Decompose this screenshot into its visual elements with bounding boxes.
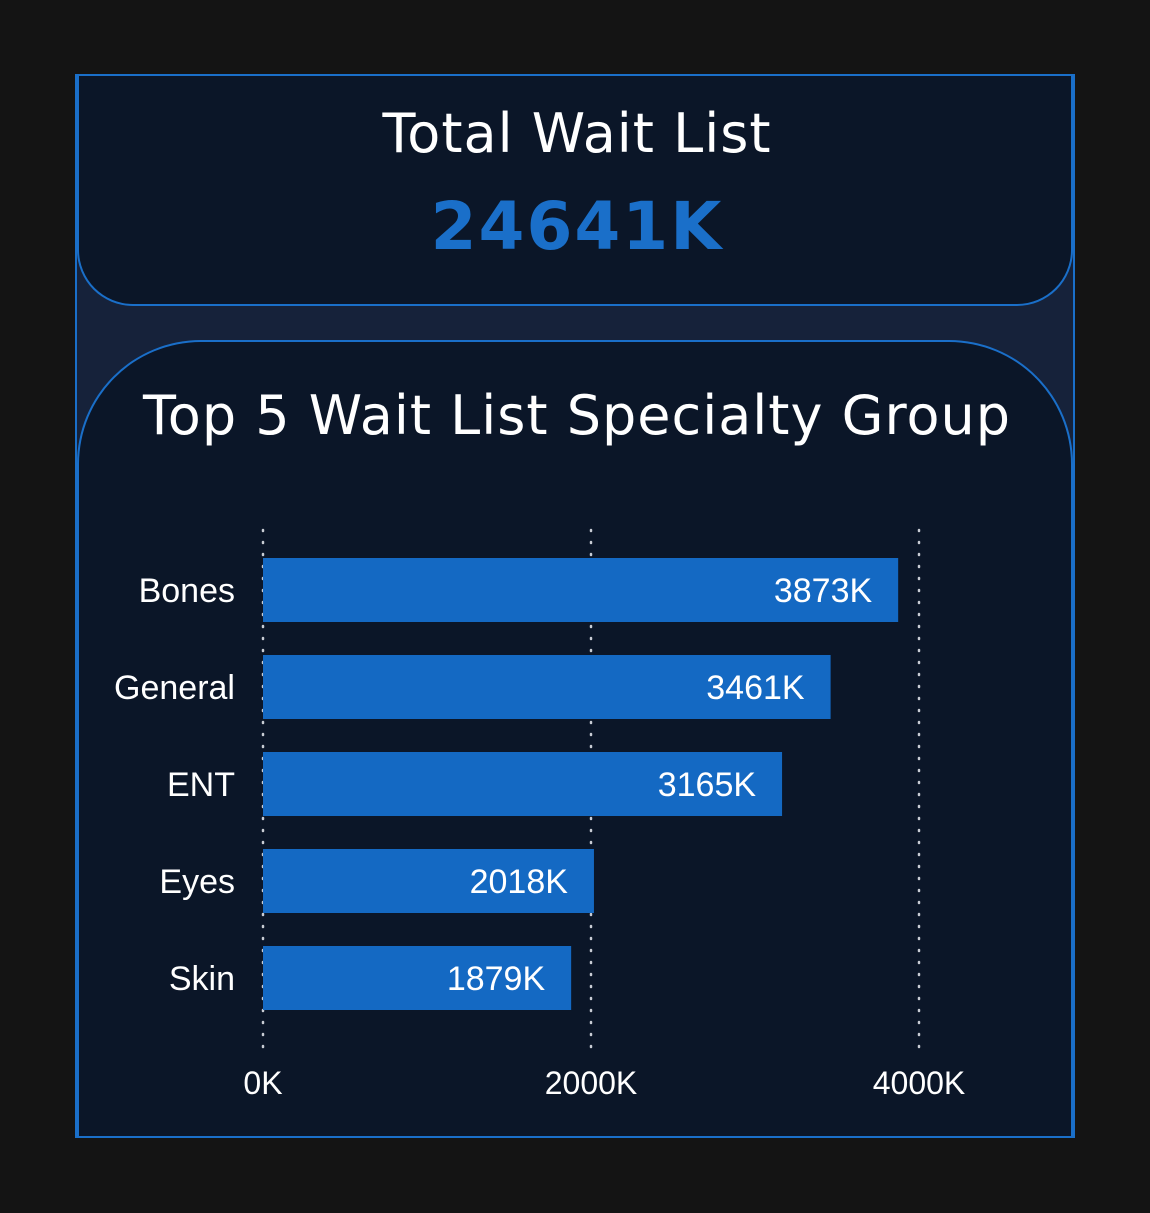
category-label: Skin xyxy=(169,960,235,998)
category-label: Bones xyxy=(139,572,235,610)
value-label: 3873K xyxy=(774,572,873,610)
category-label: Eyes xyxy=(159,863,235,901)
kpi-title: Total Wait List xyxy=(382,102,772,165)
labels: 0K 2000K 4000K Bones 3873K General 3461K ENT 316… xyxy=(114,572,965,1101)
x-tick-label: 4000K xyxy=(873,1065,966,1101)
chart-title: Top 5 Wait List Specialty Group xyxy=(143,384,1011,447)
value-label: 3165K xyxy=(658,766,757,804)
specialty-chart-card: Top 5 Wait List Specialty Group 0K 2000K 4… xyxy=(77,340,1073,1136)
x-tick-label: 2000K xyxy=(545,1065,638,1101)
value-label: 3461K xyxy=(706,669,805,707)
value-label: 2018K xyxy=(470,863,569,901)
value-label: 1879K xyxy=(447,960,546,998)
category-label: ENT xyxy=(167,766,235,804)
kpi-value: 24641K xyxy=(430,188,724,265)
bar-ent[interactable] xyxy=(263,752,783,816)
x-tick-label: 0K xyxy=(243,1065,282,1101)
bar-bones[interactable] xyxy=(263,558,899,622)
bar-general[interactable] xyxy=(263,655,831,719)
bar-eyes[interactable] xyxy=(263,849,594,913)
bar-skin[interactable] xyxy=(263,946,572,1010)
bars xyxy=(263,558,899,1010)
total-wait-list-card: Total Wait List 24641K xyxy=(77,76,1073,306)
dashboard-frame: Total Wait List 24641K Top 5 Wait List S… xyxy=(75,74,1075,1138)
category-label: General xyxy=(114,669,235,707)
bar-chart: 0K 2000K 4000K Bones 3873K General 3461K ENT 316… xyxy=(114,528,965,1101)
